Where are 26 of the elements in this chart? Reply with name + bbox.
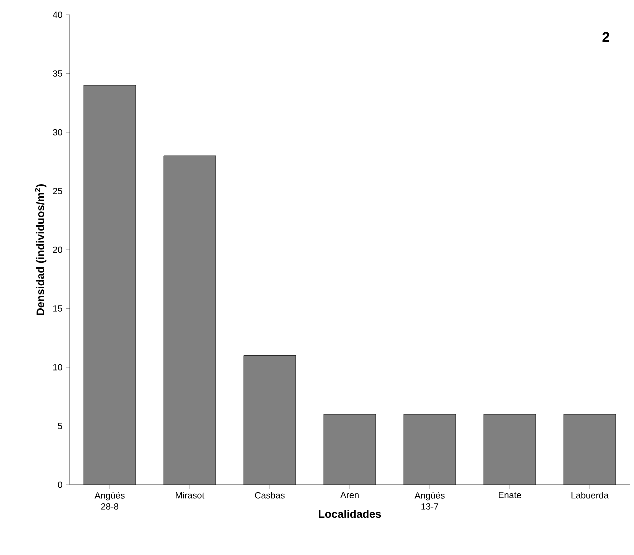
x-tick-label: Angüés 28-8 <box>94 492 125 510</box>
x-tick-label: Aren <box>340 492 359 498</box>
bar <box>164 156 216 485</box>
bar <box>324 414 376 485</box>
y-tick-label: 15 <box>54 306 62 312</box>
bar <box>484 414 536 485</box>
x-tick-label: Casbas <box>255 492 285 499</box>
bar <box>84 85 136 485</box>
annotation: 2 <box>602 32 610 42</box>
x-axis-title: Localidades <box>319 510 382 518</box>
x-tick-label: Enate <box>499 492 522 498</box>
y-tick-label: 10 <box>54 364 62 371</box>
y-tick-label: 25 <box>53 188 62 194</box>
x-tick-label: Angüés 13-7 <box>414 492 445 510</box>
y-axis-title: Densidad (individuos/m$^{2}$) <box>35 184 47 316</box>
bar <box>244 356 296 485</box>
bar <box>404 414 456 485</box>
bar <box>564 414 616 485</box>
y-tick-label: 20 <box>53 246 62 254</box>
y-tick-label: 35 <box>53 70 62 77</box>
x-tick-label: Mirasot <box>176 492 205 499</box>
y-tick-label: 30 <box>53 129 62 136</box>
y-tick-label: 0 <box>58 482 62 488</box>
y-tick-label: 5 <box>58 423 62 430</box>
y-tick-label: 40 <box>53 12 62 18</box>
x-tick-label: Labuerda <box>572 492 609 499</box>
